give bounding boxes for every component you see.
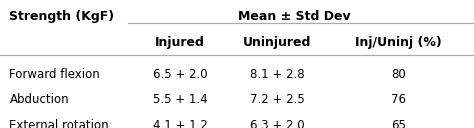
Text: 8.1 + 2.8: 8.1 + 2.8 bbox=[250, 68, 305, 81]
Text: Mean ± Std Dev: Mean ± Std Dev bbox=[237, 10, 350, 23]
Text: 65: 65 bbox=[391, 119, 406, 128]
Text: 6.3 + 2.0: 6.3 + 2.0 bbox=[250, 119, 305, 128]
Text: 4.1 + 1.2: 4.1 + 1.2 bbox=[153, 119, 208, 128]
Text: Forward flexion: Forward flexion bbox=[9, 68, 100, 81]
Text: Injured: Injured bbox=[155, 36, 205, 49]
Text: 7.2 + 2.5: 7.2 + 2.5 bbox=[250, 93, 305, 106]
Text: Inj/Uninj (%): Inj/Uninj (%) bbox=[355, 36, 442, 49]
Text: 76: 76 bbox=[391, 93, 406, 106]
Text: Abduction: Abduction bbox=[9, 93, 69, 106]
Text: External rotation: External rotation bbox=[9, 119, 109, 128]
Text: Uninjured: Uninjured bbox=[243, 36, 311, 49]
Text: Strength (KgF): Strength (KgF) bbox=[9, 10, 115, 23]
Text: 80: 80 bbox=[391, 68, 406, 81]
Text: 6.5 + 2.0: 6.5 + 2.0 bbox=[153, 68, 208, 81]
Text: 5.5 + 1.4: 5.5 + 1.4 bbox=[153, 93, 208, 106]
